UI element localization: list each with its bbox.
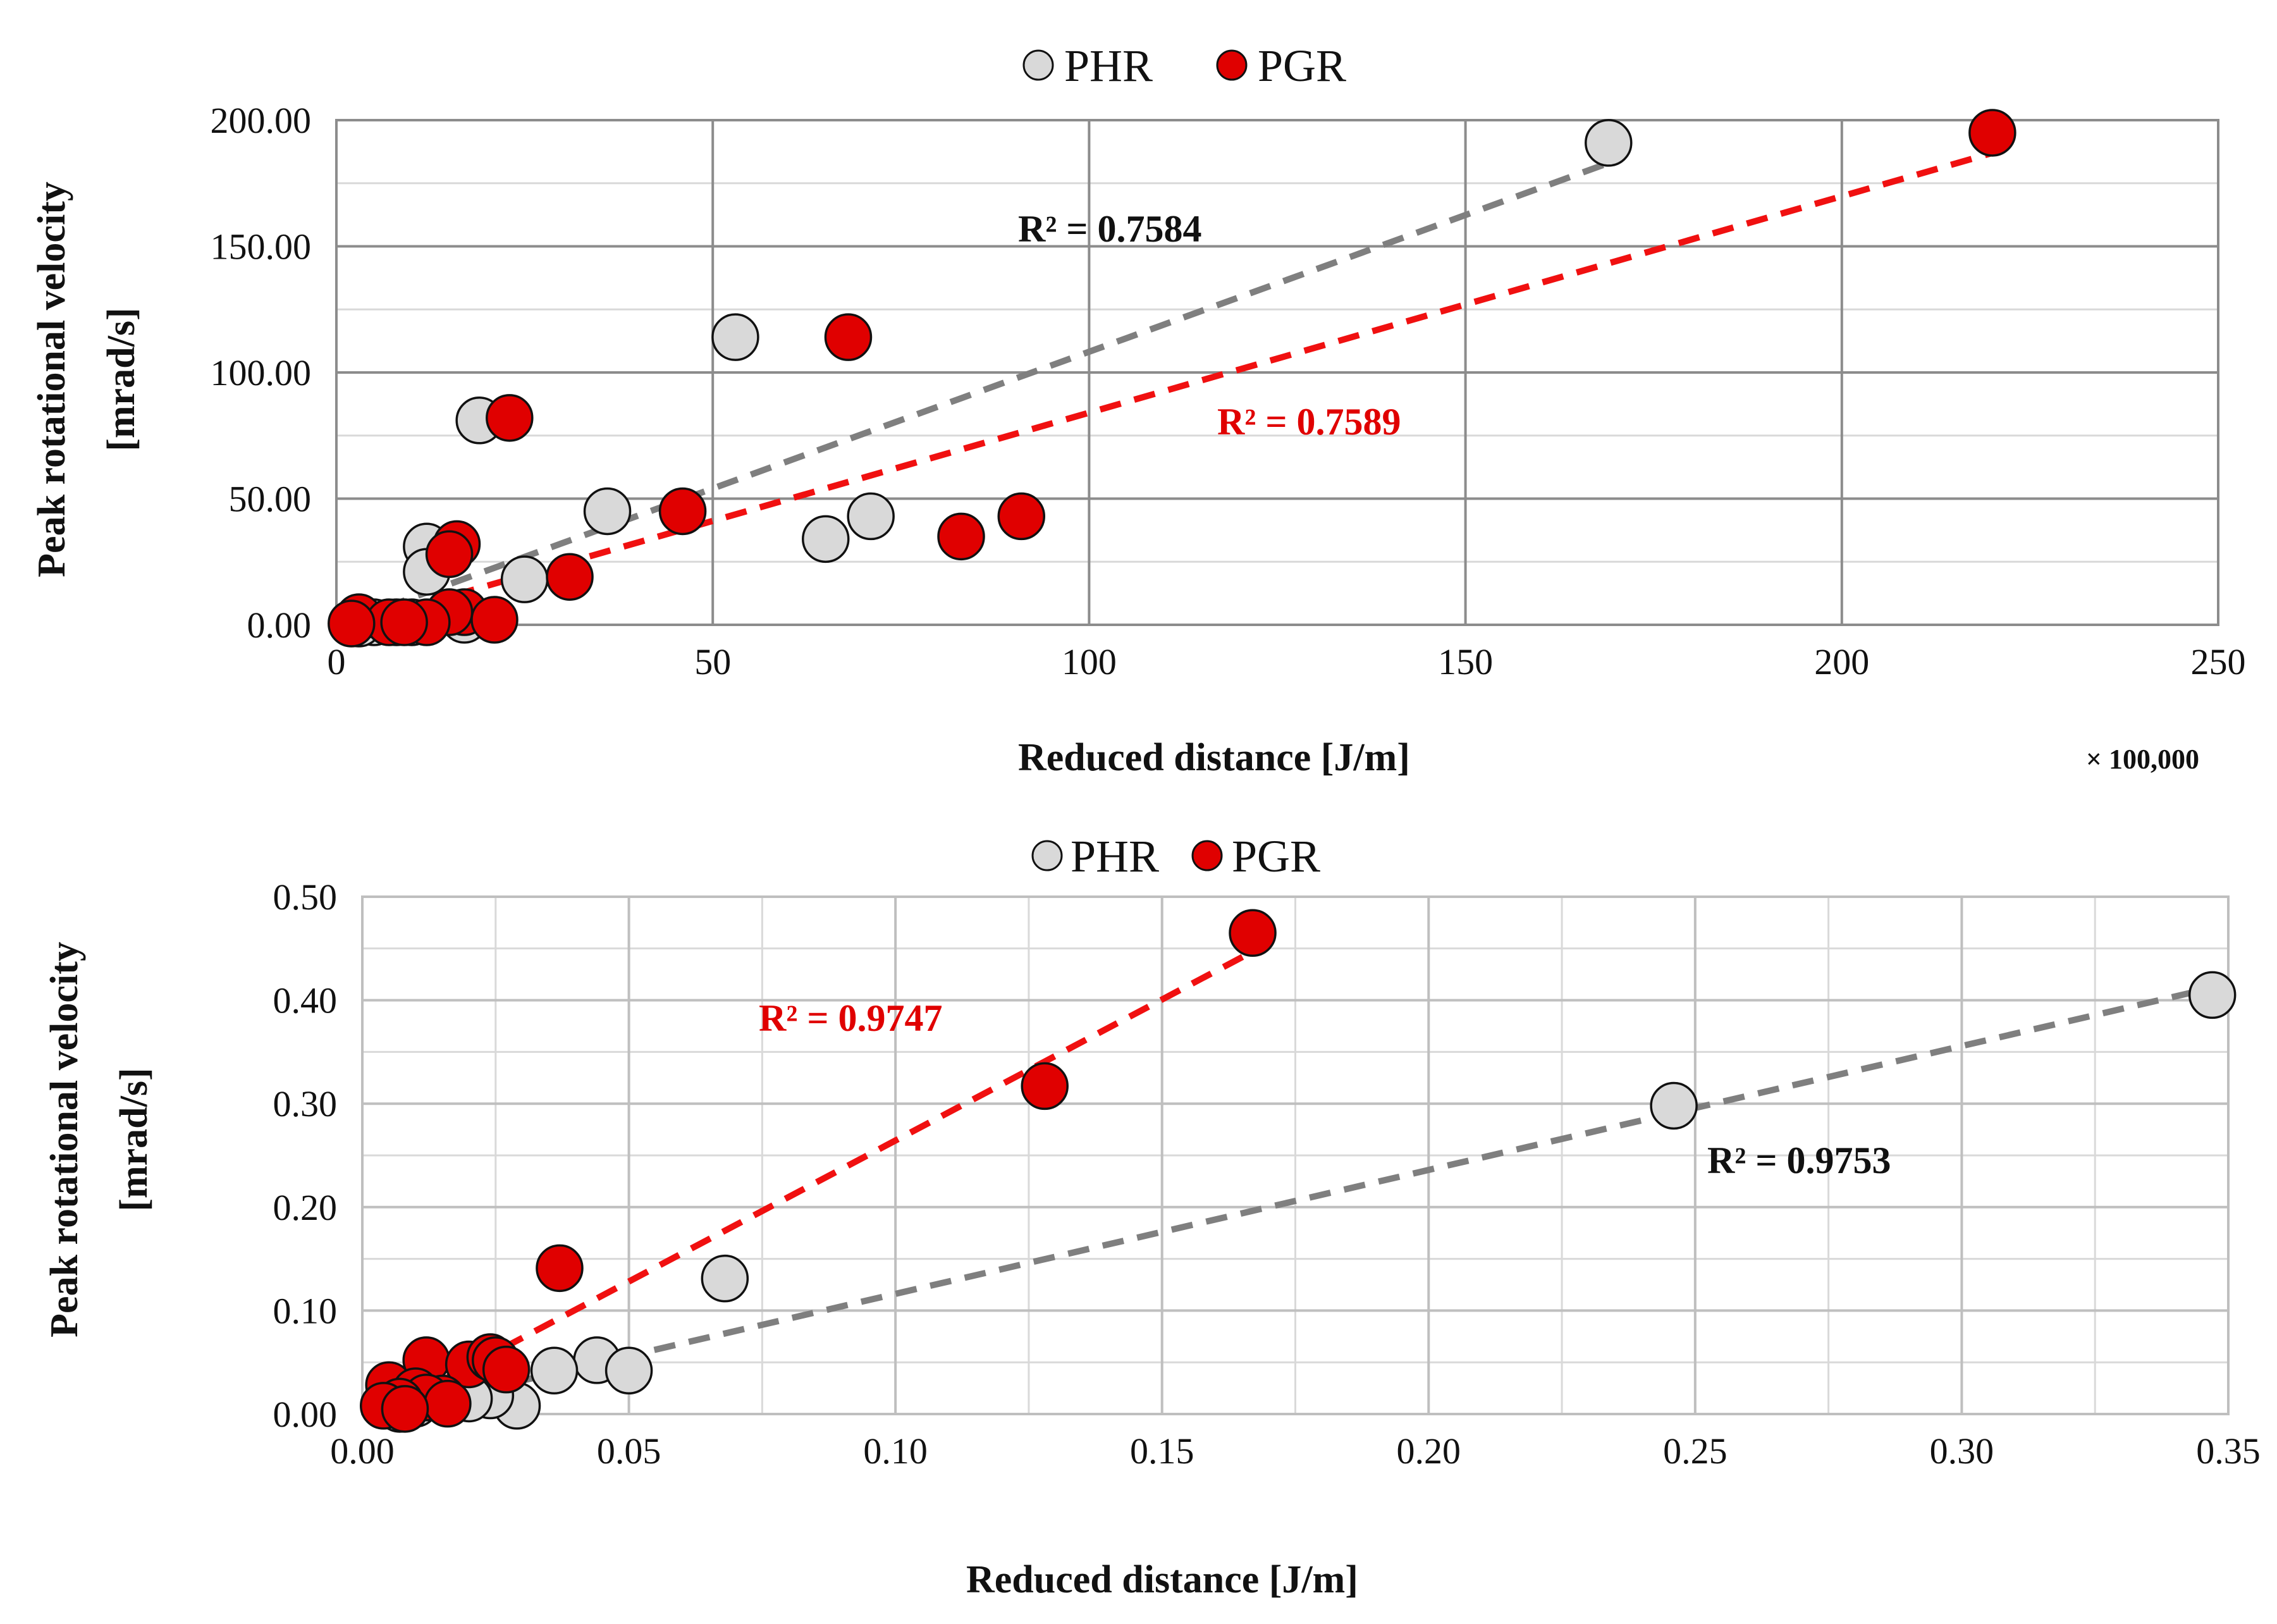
bottom-ytick-label: 0.30	[273, 1083, 338, 1124]
bottom-ytick-label: 0.10	[273, 1290, 338, 1331]
bottom-legend-pgr-marker	[1191, 840, 1223, 871]
top-y-axis-title-line1: Peak rotational velocity	[30, 181, 73, 577]
bottom-trendlines	[376, 949, 2213, 1417]
top-ytick-label: 100.00	[211, 352, 312, 393]
top-point-pgr	[937, 512, 985, 561]
bottom-point-phr	[530, 1346, 579, 1395]
bottom-point-phr	[1650, 1081, 1698, 1130]
bottom-ytick-label: 0.20	[273, 1187, 338, 1228]
top-point-pgr	[328, 600, 376, 648]
top-phr-r2-label: R² = 0.7584	[1018, 208, 1202, 250]
bottom-xtick-label: 0.35	[2196, 1430, 2261, 1472]
top-ytick-label: 200.00	[211, 100, 312, 141]
bottom-ytick-label: 0.50	[273, 877, 338, 918]
bottom-points	[359, 909, 2237, 1433]
bottom-point-pgr	[482, 1345, 531, 1394]
bottom-point-phr	[605, 1346, 653, 1395]
top-pgr-r2-label: R² = 0.7589	[1217, 401, 1401, 443]
top-point-pgr	[658, 487, 707, 536]
bottom-xtick-label: 0.00	[330, 1430, 395, 1472]
top-legend-phr-marker	[1022, 49, 1054, 81]
top-x-axis-title: Reduced distance [J/m]	[1018, 736, 1410, 779]
top-legend-phr-label: PHR	[1064, 40, 1153, 91]
top-ytick-label: 0.00	[247, 605, 312, 646]
bottom-plot-frame	[361, 895, 2230, 1415]
top-xtick-label: 150	[1438, 641, 1493, 682]
top-point-pgr	[486, 394, 534, 442]
bottom-xtick-label: 0.10	[863, 1430, 928, 1472]
top-point-pgr	[1968, 109, 2016, 157]
top-point-phr	[500, 555, 549, 603]
bottom-pgr-r2-label: R² = 0.9747	[759, 997, 943, 1039]
bottom-xtick-label: 0.30	[1930, 1430, 1994, 1472]
top-point-phr	[711, 313, 759, 361]
top-point-pgr	[546, 553, 594, 601]
bottom-legend: PHR PGR	[1031, 831, 1320, 882]
top-xtick-label: 250	[2191, 641, 2246, 682]
bottom-trendline-pgr	[376, 949, 1255, 1417]
top-point-phr	[847, 492, 895, 541]
top-point-pgr	[380, 598, 428, 646]
bottom-point-pgr	[536, 1244, 584, 1293]
top-point-phr	[802, 515, 850, 563]
top-point-phr	[583, 487, 632, 536]
top-chart: PHR PGR 0 50 100 150 200 250 0.00 50.00 100.00 1…	[30, 40, 2246, 779]
bottom-point-pgr	[381, 1385, 429, 1433]
bottom-point-pgr	[1021, 1062, 1069, 1110]
bottom-trendline-phr	[377, 985, 2213, 1417]
bottom-y-axis-title-line1: Peak rotational velocity	[43, 942, 86, 1338]
top-ytick-label: 150.00	[211, 226, 312, 268]
top-xtick-label: 100	[1062, 641, 1117, 682]
bottom-point-pgr	[424, 1379, 472, 1428]
bottom-legend-pgr-label: PGR	[1232, 831, 1320, 882]
top-points	[328, 109, 2016, 648]
top-point-pgr	[824, 313, 873, 361]
top-plot-frame	[335, 119, 2219, 626]
bottom-legend-phr-label: PHR	[1071, 831, 1159, 882]
top-point-phr	[1585, 119, 1633, 167]
top-ytick-labels: 0.00 50.00 100.00 150.00 200.00	[211, 100, 312, 646]
top-xtick-labels: 0 50 100 150 200 250	[328, 641, 2246, 682]
top-xtick-label: 0	[328, 641, 346, 682]
top-xtick-label: 200	[1814, 641, 1869, 682]
top-trendlines	[350, 150, 1994, 628]
bottom-point-phr	[701, 1254, 749, 1303]
top-trendline-phr	[350, 160, 1610, 623]
bottom-grid	[361, 895, 2230, 1415]
bottom-xtick-labels: 0.00 0.05 0.10 0.15 0.20 0.25 0.30 0.35	[330, 1430, 2261, 1472]
top-legend-pgr-label: PGR	[1258, 40, 1346, 91]
bottom-phr-r2-label: R² = 0.9753	[1707, 1140, 1891, 1181]
top-point-pgr	[997, 492, 1046, 541]
top-y-axis-title-line2: [mrad/s]	[100, 307, 143, 451]
top-trendline-pgr	[350, 150, 1994, 628]
top-xtick-label: 50	[694, 641, 731, 682]
bottom-xtick-label: 0.20	[1397, 1430, 1461, 1472]
bottom-ytick-labels: 0.00 0.10 0.20 0.30 0.40 0.50	[273, 877, 338, 1435]
bottom-chart: PHR PGR 0.00 0.05 0.10 0.15 0.20 0.25 0.30 0.35…	[43, 831, 2261, 1601]
bottom-xtick-label: 0.25	[1663, 1430, 1728, 1472]
bottom-point-pgr	[1229, 909, 1277, 957]
bottom-x-axis-title: Reduced distance [J/m]	[966, 1558, 1358, 1601]
top-point-pgr	[470, 596, 519, 644]
bottom-xtick-label: 0.05	[597, 1430, 661, 1472]
top-x-multiplier: × 100,000	[2086, 744, 2199, 775]
top-grid	[335, 119, 2219, 626]
bottom-xtick-label: 0.15	[1130, 1430, 1194, 1472]
top-point-pgr	[425, 530, 474, 579]
bottom-point-phr	[2188, 971, 2237, 1019]
top-legend: PHR PGR	[1022, 40, 1346, 91]
top-legend-pgr-marker	[1216, 49, 1248, 81]
bottom-ytick-label: 0.40	[273, 980, 338, 1021]
bottom-legend-phr-marker	[1031, 840, 1063, 871]
top-ytick-label: 50.00	[229, 479, 312, 520]
bottom-y-axis-title-line2: [mrad/s]	[113, 1067, 156, 1211]
bottom-ytick-label: 0.00	[273, 1394, 338, 1435]
